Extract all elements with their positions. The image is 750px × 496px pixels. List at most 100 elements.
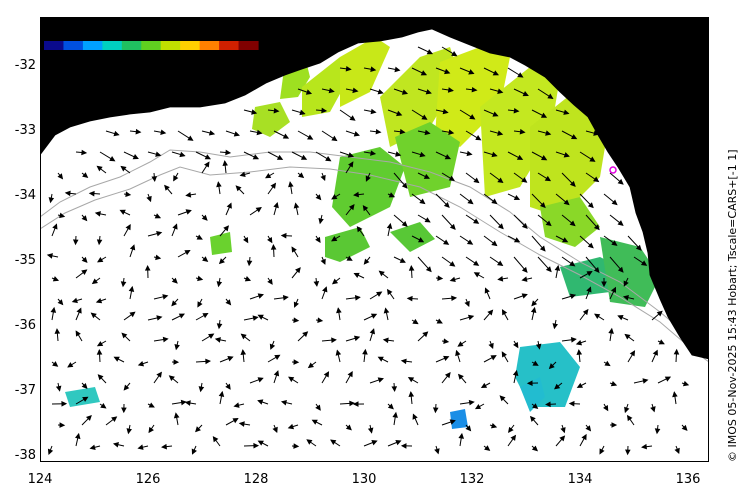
sst-patch: [210, 232, 232, 255]
current-arrow-head: [227, 356, 234, 362]
current-arrow-head: [171, 277, 178, 284]
current-arrow-head: [156, 230, 163, 237]
current-arrow-head: [64, 190, 71, 197]
current-arrow-head: [497, 177, 504, 184]
current-arrow-head: [408, 264, 415, 271]
current-arrow-head: [67, 362, 74, 368]
sst-patch: [450, 409, 468, 429]
current-arrow-head: [354, 295, 361, 301]
current-arrow-head: [497, 130, 504, 136]
current-arrow-head: [513, 341, 519, 349]
current-arrow-head: [424, 217, 431, 223]
current-arrow-head: [97, 257, 104, 263]
current-arrow-head: [270, 182, 277, 189]
current-arrow-head: [499, 395, 506, 402]
current-arrow-head: [464, 300, 470, 308]
current-arrow-head: [387, 403, 394, 410]
current-arrow-head: [96, 341, 104, 347]
current-arrow-head: [581, 433, 587, 441]
current-arrow-head: [125, 224, 131, 231]
current-arrow-head: [617, 178, 624, 185]
current-arrow-head: [521, 276, 528, 282]
colorbar-tick-label: 20: [213, 53, 228, 66]
current-arrow-head: [155, 254, 162, 261]
current-arrow-head: [448, 175, 455, 181]
current-arrow-head: [353, 191, 359, 198]
current-arrow-head: [449, 276, 456, 283]
current-arrow-head: [603, 404, 609, 412]
current-arrow-head: [154, 213, 162, 219]
current-arrow-head: [174, 344, 180, 351]
current-arrow-head: [197, 275, 204, 282]
current-arrow-head: [315, 236, 321, 244]
current-arrow-head: [617, 266, 624, 273]
current-arrow-head: [563, 199, 570, 206]
current-arrow-head: [501, 309, 508, 316]
current-arrow-head: [622, 295, 629, 301]
current-arrow-head: [144, 264, 151, 271]
current-arrow-head: [561, 237, 569, 243]
current-arrow-head: [75, 330, 81, 337]
current-arrow-head: [307, 362, 314, 369]
current-arrow-head: [530, 306, 537, 313]
current-arrow-head: [544, 401, 551, 408]
current-arrow-head: [484, 445, 491, 451]
current-arrow-head: [513, 107, 520, 114]
current-arrow-head: [466, 239, 474, 245]
current-arrow-head: [125, 191, 132, 198]
current-arrow-head: [325, 155, 332, 162]
map-frame[interactable]: 4h comp, p50, All Sats 12 13 14 15 16 17 18 19 2…: [40, 17, 709, 462]
current-arrow-head: [52, 223, 58, 230]
argo-float-marker[interactable]: [609, 166, 617, 174]
scale-label: 0.5m/s (1kt 24h): [579, 57, 688, 72]
current-arrow-head: [96, 239, 103, 246]
current-arrow-head: [81, 382, 88, 389]
current-arrow-head: [90, 312, 97, 319]
current-arrow-head: [129, 244, 136, 251]
current-arrow-head: [417, 237, 425, 243]
sst-patch: [390, 222, 435, 252]
current-arrow-head: [48, 197, 55, 204]
current-arrow-head: [604, 360, 611, 367]
current-arrow-head: [383, 307, 390, 314]
current-arrow-head: [382, 337, 389, 344]
current-arrow-head: [270, 243, 277, 250]
current-arrow-head: [201, 214, 208, 221]
colorbar-segment: [44, 41, 65, 50]
sst-map[interactable]: [40, 17, 709, 462]
current-arrow-head: [457, 373, 464, 380]
current-arrow-head: [594, 313, 601, 319]
current-arrow-head: [392, 411, 398, 418]
current-arrow-head: [386, 288, 393, 296]
sst-patch: [65, 387, 100, 407]
current-arrow-head: [488, 342, 494, 350]
colorbar-tick-label: 15: [107, 53, 122, 66]
current-arrow-head: [305, 89, 313, 95]
current-arrow-head: [155, 151, 162, 157]
current-arrow-head: [465, 425, 472, 432]
current-arrow-head: [265, 173, 272, 179]
current-arrow-head: [593, 267, 600, 274]
current-arrow-head: [611, 199, 618, 206]
current-arrow-head: [113, 130, 120, 137]
current-arrow-head: [437, 275, 444, 281]
current-arrow-head: [331, 194, 338, 200]
current-arrow-head: [370, 313, 378, 319]
current-arrow-head: [401, 221, 408, 227]
current-arrow-head: [280, 232, 287, 239]
current-arrow-head: [82, 396, 89, 402]
x-tick-label: 128: [243, 472, 269, 487]
current-arrow-head: [589, 156, 596, 162]
current-arrow-head: [57, 173, 64, 180]
current-arrow-head: [306, 439, 313, 445]
current-arrow-head: [611, 240, 618, 246]
current-arrow-head: [370, 150, 377, 156]
current-arrow-head: [172, 223, 178, 230]
current-arrow-head: [608, 327, 614, 334]
current-arrow-head: [282, 133, 290, 139]
current-arrow-head: [412, 413, 418, 420]
current-arrow-head: [593, 130, 600, 136]
current-arrow-head: [214, 337, 221, 343]
current-arrow-head: [449, 261, 456, 267]
current-arrow-head: [396, 110, 403, 117]
